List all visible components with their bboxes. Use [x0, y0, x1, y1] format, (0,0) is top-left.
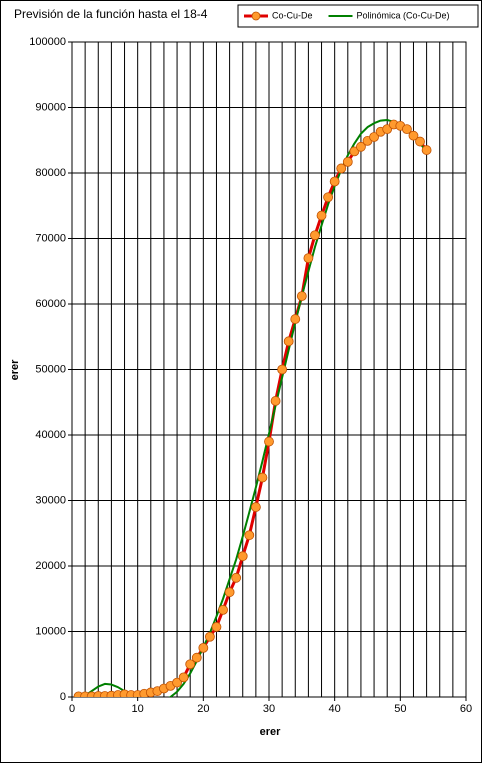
- x-tick-label: 30: [263, 703, 275, 715]
- y-tick-label: 60000: [35, 298, 66, 310]
- data-point: [237, 551, 248, 562]
- data-point: [244, 530, 255, 541]
- data-point: [290, 314, 301, 324]
- data-point: [264, 436, 274, 447]
- data-point: [211, 622, 222, 632]
- x-tick-label: 10: [132, 703, 144, 715]
- chart-title: Previsión de la función hasta el 18-4: [14, 7, 208, 21]
- data-point: [198, 642, 209, 653]
- legend-label: Co-Cu-De: [272, 10, 313, 20]
- plot-area: [73, 118, 432, 697]
- data-point: [257, 472, 268, 483]
- y-tick-label: 80000: [35, 167, 66, 179]
- data-point: [224, 587, 235, 598]
- data-point: [316, 210, 327, 221]
- y-tick-label: 100000: [29, 36, 66, 48]
- x-tick-label: 0: [69, 703, 75, 715]
- data-point: [310, 230, 320, 241]
- series-line: [84, 118, 428, 697]
- data-point: [336, 163, 347, 174]
- data-point: [342, 156, 353, 167]
- x-tick-label: 20: [197, 703, 209, 715]
- data-point: [415, 136, 425, 147]
- data-point: [421, 145, 432, 155]
- y-tick-label: 0: [60, 691, 66, 703]
- data-point: [231, 572, 242, 583]
- data-point: [296, 291, 307, 302]
- data-point: [329, 176, 340, 187]
- data-point: [191, 652, 202, 663]
- legend-marker: [251, 11, 261, 21]
- x-axis-label: erer: [260, 726, 282, 738]
- data-point: [277, 364, 288, 375]
- legend-label: Polinómica (Co-Cu-De): [357, 10, 450, 20]
- legend-box: [237, 4, 479, 28]
- y-tick-label: 20000: [35, 560, 66, 572]
- data-point: [356, 141, 366, 152]
- data-point: [369, 132, 379, 142]
- data-point: [303, 253, 314, 264]
- y-tick-label: 90000: [35, 101, 66, 113]
- y-tick-label: 50000: [35, 363, 66, 375]
- data-point: [185, 659, 196, 670]
- x-tick-label: 50: [394, 703, 406, 715]
- data-point: [408, 130, 419, 141]
- x-tick-label: 60: [460, 703, 472, 715]
- data-point: [218, 604, 228, 615]
- data-point: [283, 336, 294, 347]
- y-axis-label: erer: [9, 359, 21, 381]
- data-point: [204, 631, 215, 642]
- data-point: [349, 146, 360, 157]
- data-point: [178, 672, 189, 683]
- data-point: [270, 396, 281, 406]
- y-tick-label: 30000: [35, 494, 66, 506]
- plot-frame: [71, 41, 467, 698]
- y-tick-label: 70000: [35, 232, 66, 244]
- data-point: [172, 677, 182, 688]
- y-tick-label: 40000: [35, 429, 66, 441]
- legend: Co-Cu-De Polinómica (Co-Cu-De): [237, 4, 479, 28]
- data-point: [401, 124, 412, 135]
- data-point: [382, 124, 393, 135]
- y-tick-label: 10000: [35, 625, 66, 637]
- x-tick-label: 40: [329, 703, 341, 715]
- data-point: [323, 192, 334, 203]
- data-point: [250, 502, 261, 512]
